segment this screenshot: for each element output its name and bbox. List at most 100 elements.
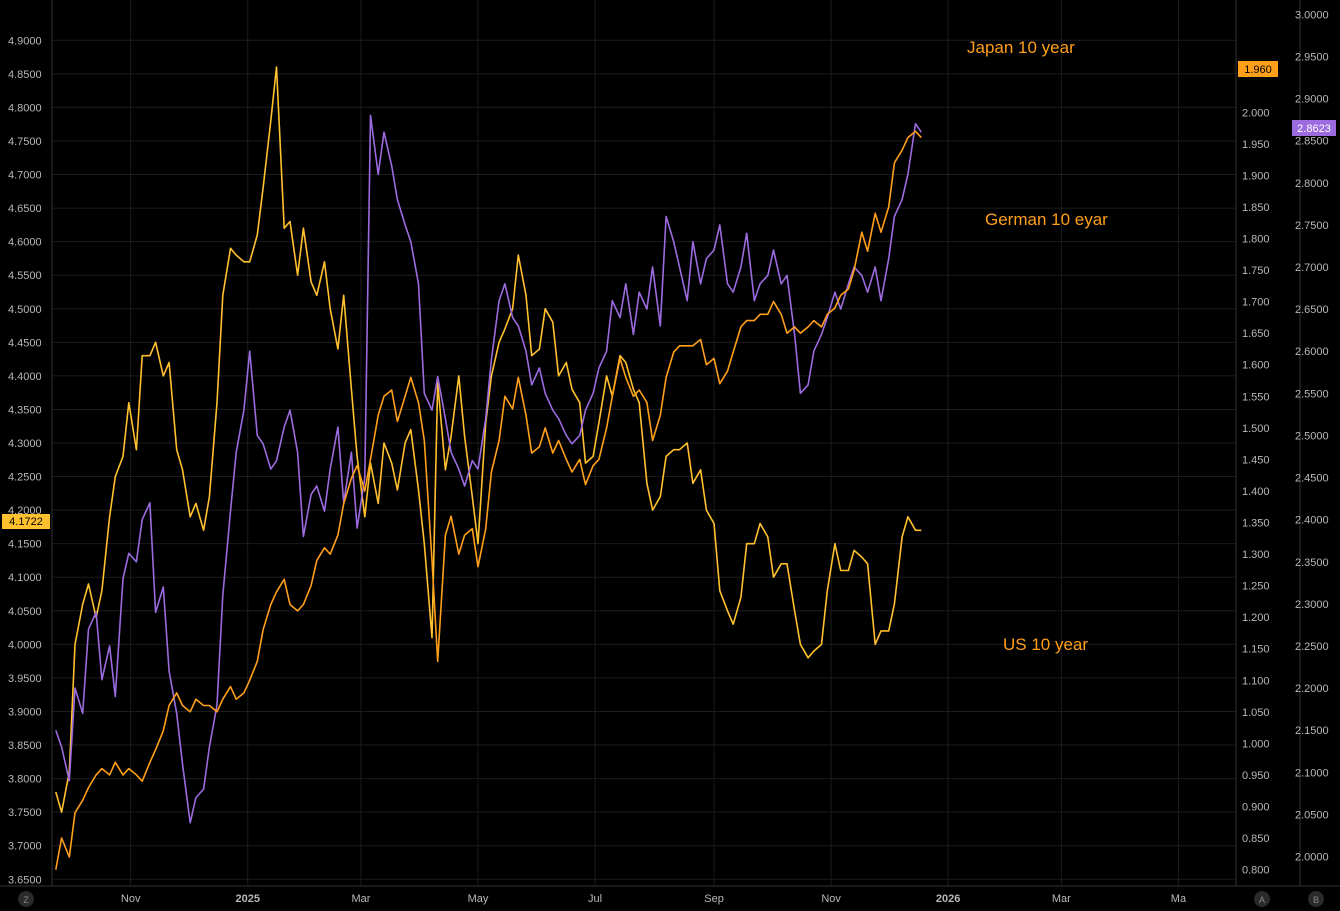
time-axis-tick-label: 2026 (936, 893, 960, 905)
mid-axis-tick-label: 1.800 (1242, 234, 1270, 246)
left-axis-tick-label: 4.5500 (8, 270, 42, 282)
left-axis-tick-label: 4.8000 (8, 102, 42, 114)
scale-mode-button-label: B (1313, 895, 1319, 905)
series-label-japan: Japan 10 year (967, 38, 1075, 57)
left-axis-tick-label: 3.7000 (8, 841, 42, 853)
left-axis-tick-label: 4.2500 (8, 472, 42, 484)
auto-scale-button[interactable]: A (1254, 891, 1270, 907)
mid-axis-tick-label: 1.400 (1242, 486, 1270, 498)
left-axis-tick-label: 3.7500 (8, 807, 42, 819)
right-axis-tick-label: 2.9500 (1295, 51, 1329, 63)
right-axis-tick-label: 2.1500 (1295, 725, 1329, 737)
mid-axis-tick-label: 0.900 (1242, 801, 1270, 813)
mid-axis-tick-label: 1.700 (1242, 297, 1270, 309)
left-price-axis[interactable]: 3.6500 3.7000 3.7500 3.8000 3.8500 3.9000 3.95… (8, 35, 42, 886)
right-axis-tick-label: 2.7500 (1295, 220, 1329, 232)
mid-axis-tick-label: 1.650 (1242, 328, 1270, 340)
time-axis-tick-label: Nov (121, 893, 141, 905)
series-label-german: German 10 eyar (985, 210, 1108, 229)
left-axis-tick-label: 3.8000 (8, 774, 42, 786)
time-axis-tick-label: Nov (821, 893, 841, 905)
mid-axis-tick-label: 1.300 (1242, 549, 1270, 561)
mid-axis-tick-label: 1.950 (1242, 139, 1270, 151)
mid-axis-tick-label: 2.000 (1242, 107, 1270, 119)
mid-axis-tick-label: 1.550 (1242, 391, 1270, 403)
mid-axis-tick-label: 1.750 (1242, 265, 1270, 277)
mid-axis-tick-label: 1.850 (1242, 202, 1270, 214)
left-axis-tick-label: 4.6000 (8, 237, 42, 249)
time-axis-tick-label: Mar (1052, 893, 1071, 905)
auto-scale-button-label: A (1259, 895, 1265, 905)
left-axis-tick-label: 4.3500 (8, 404, 42, 416)
mid-axis-tick-label: 1.200 (1242, 612, 1270, 624)
right-axis-tick-label: 2.3500 (1295, 557, 1329, 569)
left-axis-tick-label: 4.1500 (8, 539, 42, 551)
time-axis[interactable]: Nov 2025 Mar May Jul Sep Nov 2026 Mar Ma (121, 893, 1187, 905)
right-axis-tick-label: 2.6500 (1295, 304, 1329, 316)
left-axis-tick-label: 4.7500 (8, 136, 42, 148)
left-axis-tick-label: 4.8500 (8, 69, 42, 81)
right-price-axis[interactable]: 2.0000 2.0500 2.1000 2.1500 2.2000 2.2500 2.30… (1295, 9, 1329, 863)
left-axis-tick-label: 4.0500 (8, 606, 42, 618)
left-axis-tick-label: 3.9000 (8, 706, 42, 718)
right-axis-tick-label: 2.2500 (1295, 641, 1329, 653)
mid-axis-tick-label: 0.950 (1242, 770, 1270, 782)
mid-axis-tick-label: 1.250 (1242, 581, 1270, 593)
japan-10-year-line[interactable] (55, 130, 922, 870)
mid-axis-tick-label: 1.050 (1242, 707, 1270, 719)
timezone-button-label: Z (23, 895, 29, 905)
right-axis-tick-label: 2.7000 (1295, 262, 1329, 274)
middle-price-axis[interactable]: 0.800 0.850 0.900 0.950 1.000 1.050 1.100 1.150… (1242, 107, 1270, 876)
right-axis-tick-label: 2.3000 (1295, 599, 1329, 611)
left-axis-tick-label: 4.4500 (8, 337, 42, 349)
mid-axis-tick-label: 1.350 (1242, 518, 1270, 530)
left-axis-tick-label: 3.8500 (8, 740, 42, 752)
mid-axis-tick-label: 1.900 (1242, 170, 1270, 182)
time-axis-tick-label: 2025 (235, 893, 259, 905)
right-axis-tick-label: 2.1000 (1295, 767, 1329, 779)
left-axis-tick-label: 4.9000 (8, 35, 42, 47)
mid-axis-tick-label: 1.600 (1242, 360, 1270, 372)
mid-axis-tick-label: 0.800 (1242, 865, 1270, 877)
mid-axis-tick-label: 1.100 (1242, 675, 1270, 687)
last-value-badge-us: 4.1722 (2, 514, 50, 529)
right-axis-tick-label: 3.0000 (1295, 9, 1329, 21)
left-axis-tick-label: 4.1000 (8, 572, 42, 584)
time-axis-tick-label: Mar (351, 893, 370, 905)
mid-axis-tick-label: 1.150 (1242, 644, 1270, 656)
right-axis-tick-label: 2.8000 (1295, 178, 1329, 190)
right-axis-tick-label: 2.6000 (1295, 346, 1329, 358)
left-axis-tick-label: 4.0000 (8, 639, 42, 651)
last-value-japan: 1.960 (1244, 64, 1272, 76)
right-axis-tick-label: 2.2000 (1295, 683, 1329, 695)
mid-axis-tick-label: 1.450 (1242, 454, 1270, 466)
right-axis-tick-label: 2.5000 (1295, 430, 1329, 442)
plot-area[interactable] (55, 66, 922, 870)
mid-axis-tick-label: 0.850 (1242, 833, 1270, 845)
right-axis-tick-label: 2.4500 (1295, 473, 1329, 485)
right-axis-tick-label: 2.9000 (1295, 94, 1329, 106)
time-axis-tick-label: Jul (588, 893, 602, 905)
timezone-button[interactable]: Z (18, 891, 34, 907)
right-axis-tick-label: 2.5500 (1295, 388, 1329, 400)
right-axis-tick-label: 2.4000 (1295, 515, 1329, 527)
right-axis-tick-label: 2.0000 (1295, 852, 1329, 864)
time-axis-tick-label: Sep (704, 893, 724, 905)
series-label-us: US 10 year (1003, 635, 1088, 654)
last-value-badge-german: 2.8623 (1292, 120, 1336, 136)
german-10-year-line[interactable] (55, 114, 922, 824)
scale-mode-button[interactable]: B (1308, 891, 1324, 907)
last-value-us: 4.1722 (9, 516, 43, 528)
left-axis-tick-label: 3.9500 (8, 673, 42, 685)
grid (52, 0, 1236, 886)
left-axis-tick-label: 3.6500 (8, 874, 42, 886)
left-axis-tick-label: 4.5000 (8, 304, 42, 316)
last-value-german: 2.8623 (1297, 123, 1331, 135)
left-axis-tick-label: 4.7000 (8, 170, 42, 182)
mid-axis-tick-label: 1.500 (1242, 423, 1270, 435)
right-axis-tick-label: 2.0500 (1295, 809, 1329, 821)
time-axis-tick-label: Ma (1171, 893, 1187, 905)
us-10-year-line[interactable] (55, 66, 922, 814)
